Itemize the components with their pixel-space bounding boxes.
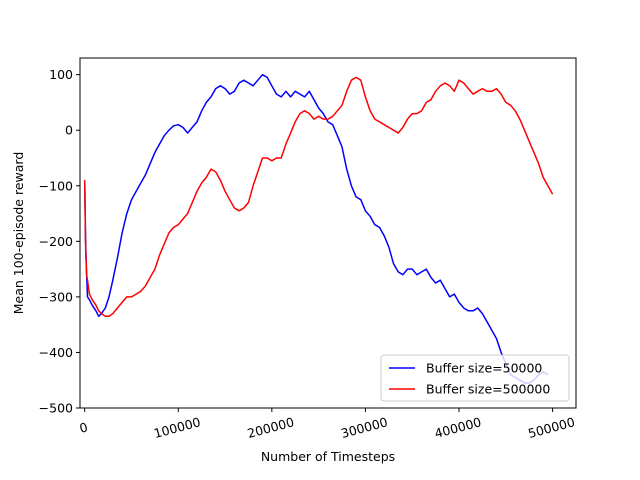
y-tick-label: −500 [39, 401, 73, 416]
x-tick-label: 0 [78, 419, 90, 436]
y-tick-label: −300 [39, 289, 73, 304]
x-axis-title: Number of Timesteps [261, 449, 395, 464]
series-line-1 [83, 76, 554, 318]
legend-label-1: Buffer size=500000 [426, 382, 550, 397]
legend: Buffer size=50000 Buffer size=500000 [380, 354, 570, 402]
y-tick-label: −400 [39, 345, 73, 360]
legend-label-0: Buffer size=50000 [426, 361, 542, 376]
y-tick-label: −200 [39, 234, 73, 249]
legend-box [380, 354, 570, 402]
series-line-0 [83, 73, 549, 384]
y-axis: −500 −400 −300 −200 −100 0 100 [39, 67, 80, 416]
y-tick-label: 100 [49, 67, 73, 82]
y-tick-label: 0 [65, 123, 73, 138]
plot-frame [79, 57, 577, 409]
y-axis-title: Mean 100-episode reward [11, 152, 26, 315]
series-layer [83, 73, 554, 384]
y-tick-label: −100 [39, 178, 73, 193]
